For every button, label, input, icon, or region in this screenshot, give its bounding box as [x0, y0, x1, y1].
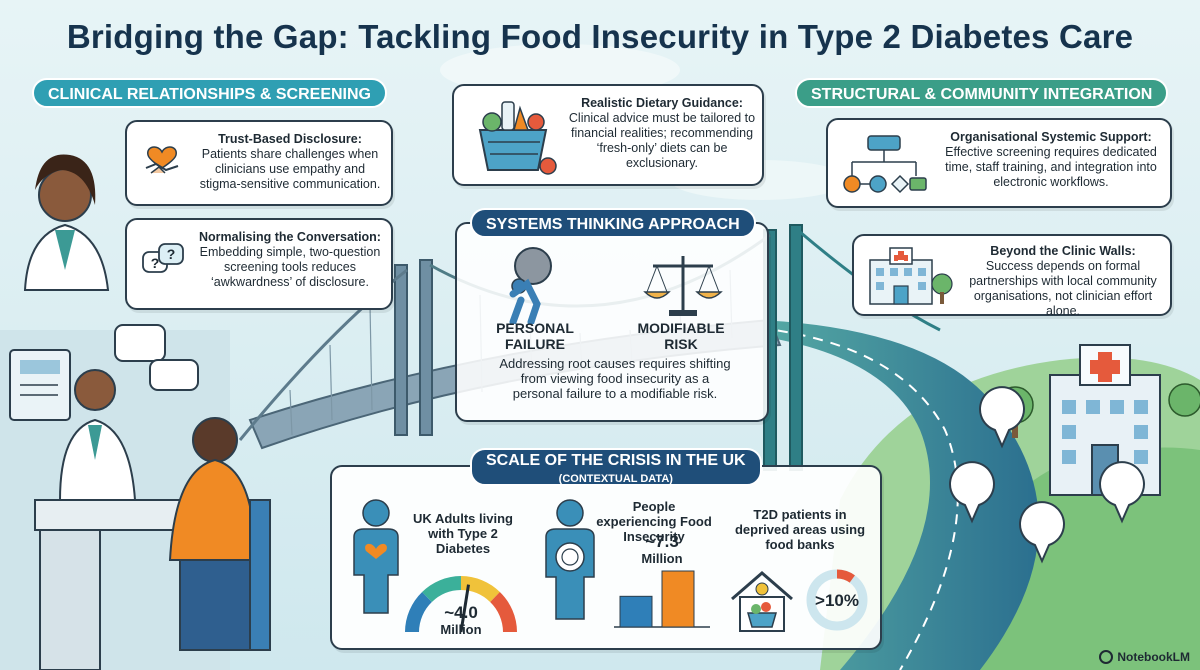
systems-body: Addressing root causes requires shifting… — [499, 356, 731, 401]
personal-failure-label: PERSONAL FAILURE — [496, 320, 574, 352]
stat-2-value: ~7.3 — [645, 532, 679, 551]
brand-footer: NotebookLM — [1099, 650, 1190, 664]
person-carrying-boulder-icon — [509, 247, 552, 324]
stat-3-value: >10% — [815, 591, 859, 610]
person-plate-icon — [545, 499, 595, 620]
speech-bubbles-question-icon: ? ? — [142, 243, 184, 273]
hospital-building-icon — [869, 247, 953, 305]
percent-donut — [806, 569, 868, 631]
workflow-diagram-icon — [843, 135, 927, 194]
balance-scale-icon — [643, 256, 723, 316]
bar-chart — [614, 570, 710, 628]
handshake-heart-icon — [145, 146, 179, 174]
notebooklm-logo-icon — [1099, 650, 1114, 664]
scale-crisis-label: SCALE OF THE CRISIS IN THE UK (CONTEXTUA… — [470, 448, 762, 486]
grocery-basket-icon — [478, 101, 557, 175]
card-body: Clinical advice must be tailored to fina… — [568, 111, 756, 170]
stat-1-label: UK Adults living with Type 2 Diabetes — [413, 511, 513, 556]
gauge-needle — [459, 584, 470, 633]
scale-crisis-sublabel: (CONTEXTUAL DATA) — [558, 473, 673, 485]
page-title: Bridging the Gap: Tackling Food Insecuri… — [66, 18, 1134, 55]
card-heading: Trust-Based Disclosure: — [218, 132, 362, 146]
scale-crisis-panel: UK Adults living with Type 2 Diabetes ~4… — [330, 465, 882, 650]
bar-food-insecurity — [661, 570, 695, 628]
stat-3-label: T2D patients in deprived areas using foo… — [734, 507, 866, 552]
card-heading: Realistic Dietary Guidance: — [581, 96, 743, 110]
stat-1-value: ~4.0 — [444, 603, 478, 622]
card-heading: Organisational Systemic Support: — [950, 130, 1152, 144]
dietary-guidance-card: Realistic Dietary Guidance: Clinical adv… — [452, 84, 764, 186]
gauge-chart — [405, 576, 517, 633]
card-heading: Beyond the Clinic Walls: — [990, 244, 1136, 258]
card-body: Effective screening requires dedicated t… — [945, 145, 1157, 189]
organisational-support-card: Organisational Systemic Support: Effecti… — [826, 118, 1172, 208]
stat-2-unit: Million — [641, 551, 683, 566]
beyond-clinic-card: Beyond the Clinic Walls: Success depends… — [852, 234, 1172, 318]
person-heart-icon — [353, 499, 399, 614]
svg-text:?: ? — [151, 255, 160, 271]
modifiable-risk-label: MODIFIABLE RISK — [637, 320, 725, 352]
svg-text:?: ? — [167, 246, 176, 262]
card-body: Patients share challenges when clinician… — [199, 147, 381, 191]
card-heading: Normalising the Conversation: — [199, 230, 381, 244]
structural-section-label: STRUCTURAL & COMMUNITY INTEGRATION — [795, 78, 1169, 108]
bar-uk-adults — [619, 595, 653, 628]
stat-2-label: People experiencing Food Insecurity — [596, 499, 712, 544]
systems-thinking-panel: PERSONAL FAILURE MODIFIABLE RISK Address… — [455, 222, 769, 422]
stat-1-unit: Million — [440, 622, 482, 637]
clinical-section-label: CLINICAL RELATIONSHIPS & SCREENING — [32, 78, 387, 108]
systems-thinking-label: SYSTEMS THINKING APPROACH — [470, 208, 756, 238]
normalising-conversation-card: ? ? Normalising the Conversation: Embedd… — [125, 218, 393, 310]
donut-arc — [806, 569, 868, 631]
scale-crisis-title: SCALE OF THE CRISIS IN THE UK — [486, 452, 746, 469]
brand-label: NotebookLM — [1117, 650, 1190, 664]
trust-disclosure-card: Trust-Based Disclosure: Patients share c… — [125, 120, 393, 206]
house-food-icon — [731, 571, 793, 632]
card-body: Embedding simple, two-question screening… — [199, 245, 381, 289]
card-body: Success depends on formal partnerships w… — [969, 259, 1157, 318]
